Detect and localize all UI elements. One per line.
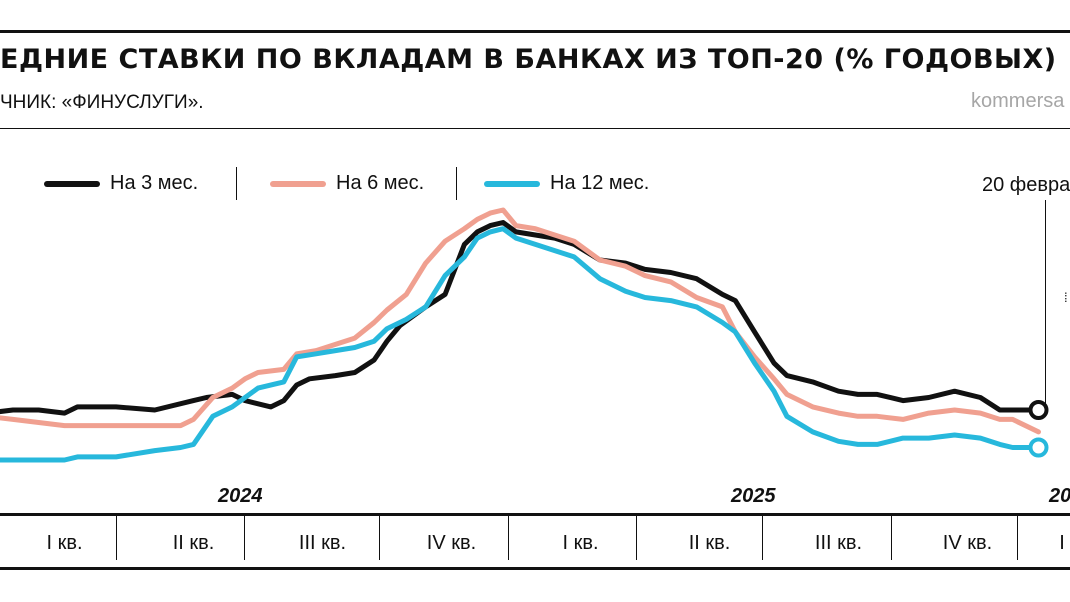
brand-watermark: kommersa xyxy=(971,90,1065,112)
quarter-separator xyxy=(1017,516,1018,560)
legend-label-6m: На 6 мес. xyxy=(336,172,425,194)
legend-separator xyxy=(236,167,237,200)
quarter-separator xyxy=(891,516,892,560)
quarter-separator xyxy=(636,516,637,560)
quarter-label: I кв. xyxy=(46,532,83,554)
source-note: ЧНИК: «ФИНУСЛУГИ». xyxy=(0,92,204,113)
quarter-label: II кв. xyxy=(688,532,731,554)
date-annotation-line xyxy=(1045,200,1046,410)
legend-swatch-3m xyxy=(44,181,100,187)
quarter-label: I xyxy=(1059,532,1065,554)
quarter-label: III кв. xyxy=(298,532,347,554)
right-edge-tick: ⁞ xyxy=(1064,290,1068,305)
x-axis-line xyxy=(0,513,1070,516)
bottom-rule xyxy=(0,567,1070,570)
legend-swatch-6m xyxy=(270,181,326,187)
quarter-separator xyxy=(508,516,509,560)
legend-swatch-12m xyxy=(484,181,540,187)
chart-title: ЕДНИЕ СТАВКИ ПО ВКЛАДАМ В БАНКАХ ИЗ ТОП-… xyxy=(0,44,1057,75)
top-rule xyxy=(0,30,1070,33)
quarter-label: IV кв. xyxy=(942,532,993,554)
quarter-separator xyxy=(762,516,763,560)
endpoint-marker-3m xyxy=(1028,400,1049,420)
year-label: 2024 xyxy=(218,485,263,507)
quarter-separator xyxy=(244,516,245,560)
date-annotation: 20 февра xyxy=(982,174,1070,196)
year-label: 2025 xyxy=(731,485,776,507)
header-divider xyxy=(0,128,1070,129)
quarter-label: III кв. xyxy=(814,532,863,554)
quarter-label: I кв. xyxy=(562,532,599,554)
legend-label-12m: На 12 мес. xyxy=(550,172,650,194)
year-label: 20 xyxy=(1049,485,1070,507)
quarter-separator xyxy=(379,516,380,560)
quarter-label: II кв. xyxy=(172,532,215,554)
quarter-label: IV кв. xyxy=(426,532,477,554)
series-line-6m xyxy=(0,207,1041,435)
legend-separator xyxy=(456,167,457,200)
legend-label-3m: На 3 мес. xyxy=(110,172,199,194)
series-line-3m xyxy=(0,220,1041,416)
quarter-separator xyxy=(116,516,117,560)
series-line-12m xyxy=(0,226,1041,463)
endpoint-marker-12m xyxy=(1028,437,1049,458)
